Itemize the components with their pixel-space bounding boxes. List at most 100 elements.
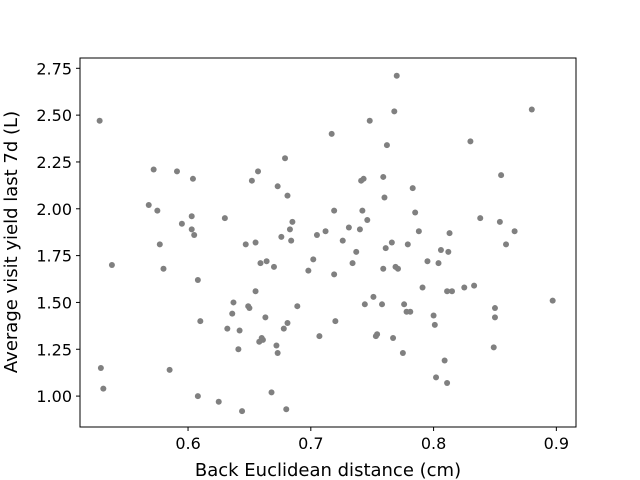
data-point <box>394 265 401 272</box>
data-point <box>284 320 291 327</box>
data-point <box>401 301 408 308</box>
data-point <box>349 260 356 267</box>
data-point <box>404 241 411 248</box>
data-point <box>467 138 474 145</box>
data-point <box>409 185 416 192</box>
data-point <box>444 379 451 386</box>
data-point <box>359 207 366 214</box>
y-tick-label: 2.25 <box>36 153 72 172</box>
data-point <box>229 310 236 317</box>
data-point <box>441 357 448 364</box>
data-point <box>356 226 363 233</box>
data-point <box>360 175 367 182</box>
x-axis: 0.6 0.7 0.8 0.9 <box>175 427 569 453</box>
data-point <box>284 192 291 199</box>
data-point <box>248 177 255 184</box>
data-point <box>294 303 301 310</box>
x-tick-label: 0.8 <box>421 434 446 453</box>
scatter-points <box>96 72 556 415</box>
data-point <box>407 308 414 315</box>
data-point <box>374 331 381 338</box>
data-point <box>194 393 201 400</box>
data-point <box>444 288 451 295</box>
data-point <box>221 215 228 222</box>
data-point <box>268 389 275 396</box>
y-tick-label: 1.50 <box>36 293 72 312</box>
data-point <box>255 168 262 175</box>
data-point <box>286 226 293 233</box>
data-point <box>154 207 161 214</box>
data-point <box>166 366 173 373</box>
data-point <box>270 263 277 270</box>
data-point <box>246 305 253 312</box>
data-point <box>381 194 388 201</box>
y-axis: 1.00 1.25 1.50 1.75 2.00 2.25 2.50 2.75 <box>36 59 80 406</box>
data-point <box>197 318 204 325</box>
data-point <box>100 385 107 392</box>
data-point <box>274 350 281 357</box>
data-point <box>388 239 395 246</box>
data-point <box>424 258 431 265</box>
data-point <box>353 248 360 255</box>
data-point <box>390 335 397 342</box>
data-point <box>313 232 320 239</box>
data-point <box>331 207 338 214</box>
data-point <box>419 284 426 291</box>
data-point <box>283 406 290 413</box>
x-axis-label: Back Euclidean distance (cm) <box>195 460 461 480</box>
y-axis-label: Average visit yield last 7d (L) <box>1 111 22 373</box>
data-point <box>528 106 535 113</box>
y-tick-label: 1.25 <box>36 340 72 359</box>
data-point <box>259 336 266 343</box>
data-point <box>383 142 390 149</box>
data-point <box>235 346 242 353</box>
data-point <box>173 168 180 175</box>
data-point <box>239 408 246 415</box>
data-point <box>461 284 468 291</box>
data-point <box>399 350 406 357</box>
data-point <box>498 172 505 179</box>
data-point <box>178 220 185 227</box>
data-point <box>345 224 352 231</box>
data-point <box>189 175 196 182</box>
data-point <box>391 108 398 115</box>
data-point <box>332 318 339 325</box>
data-point <box>145 202 152 209</box>
data-point <box>415 228 422 235</box>
data-point <box>288 237 295 244</box>
data-point <box>188 226 195 233</box>
data-point <box>289 218 296 225</box>
data-point <box>156 241 163 248</box>
data-point <box>252 288 259 295</box>
data-point <box>305 267 312 274</box>
data-point <box>242 241 249 248</box>
data-point <box>96 117 103 124</box>
y-tick-label: 2.00 <box>36 200 72 219</box>
data-point <box>230 299 237 306</box>
data-point <box>393 72 400 79</box>
data-point <box>433 374 440 381</box>
data-point <box>278 233 285 240</box>
y-tick-label: 2.50 <box>36 106 72 125</box>
y-tick-label: 1.75 <box>36 247 72 266</box>
data-point <box>496 218 503 225</box>
data-point <box>274 183 281 190</box>
data-point <box>194 276 201 283</box>
data-point <box>491 305 498 312</box>
data-point <box>188 213 195 220</box>
data-point <box>280 325 287 332</box>
data-point <box>322 228 329 235</box>
data-point <box>273 342 280 349</box>
data-point <box>412 209 419 216</box>
data-point <box>471 282 478 289</box>
data-point <box>477 215 484 222</box>
data-point <box>257 260 264 267</box>
data-point <box>316 333 323 340</box>
data-point <box>431 321 438 328</box>
data-point <box>160 265 167 272</box>
data-point <box>511 228 518 235</box>
data-point <box>150 166 157 173</box>
data-point <box>379 301 386 308</box>
data-point <box>263 258 270 265</box>
